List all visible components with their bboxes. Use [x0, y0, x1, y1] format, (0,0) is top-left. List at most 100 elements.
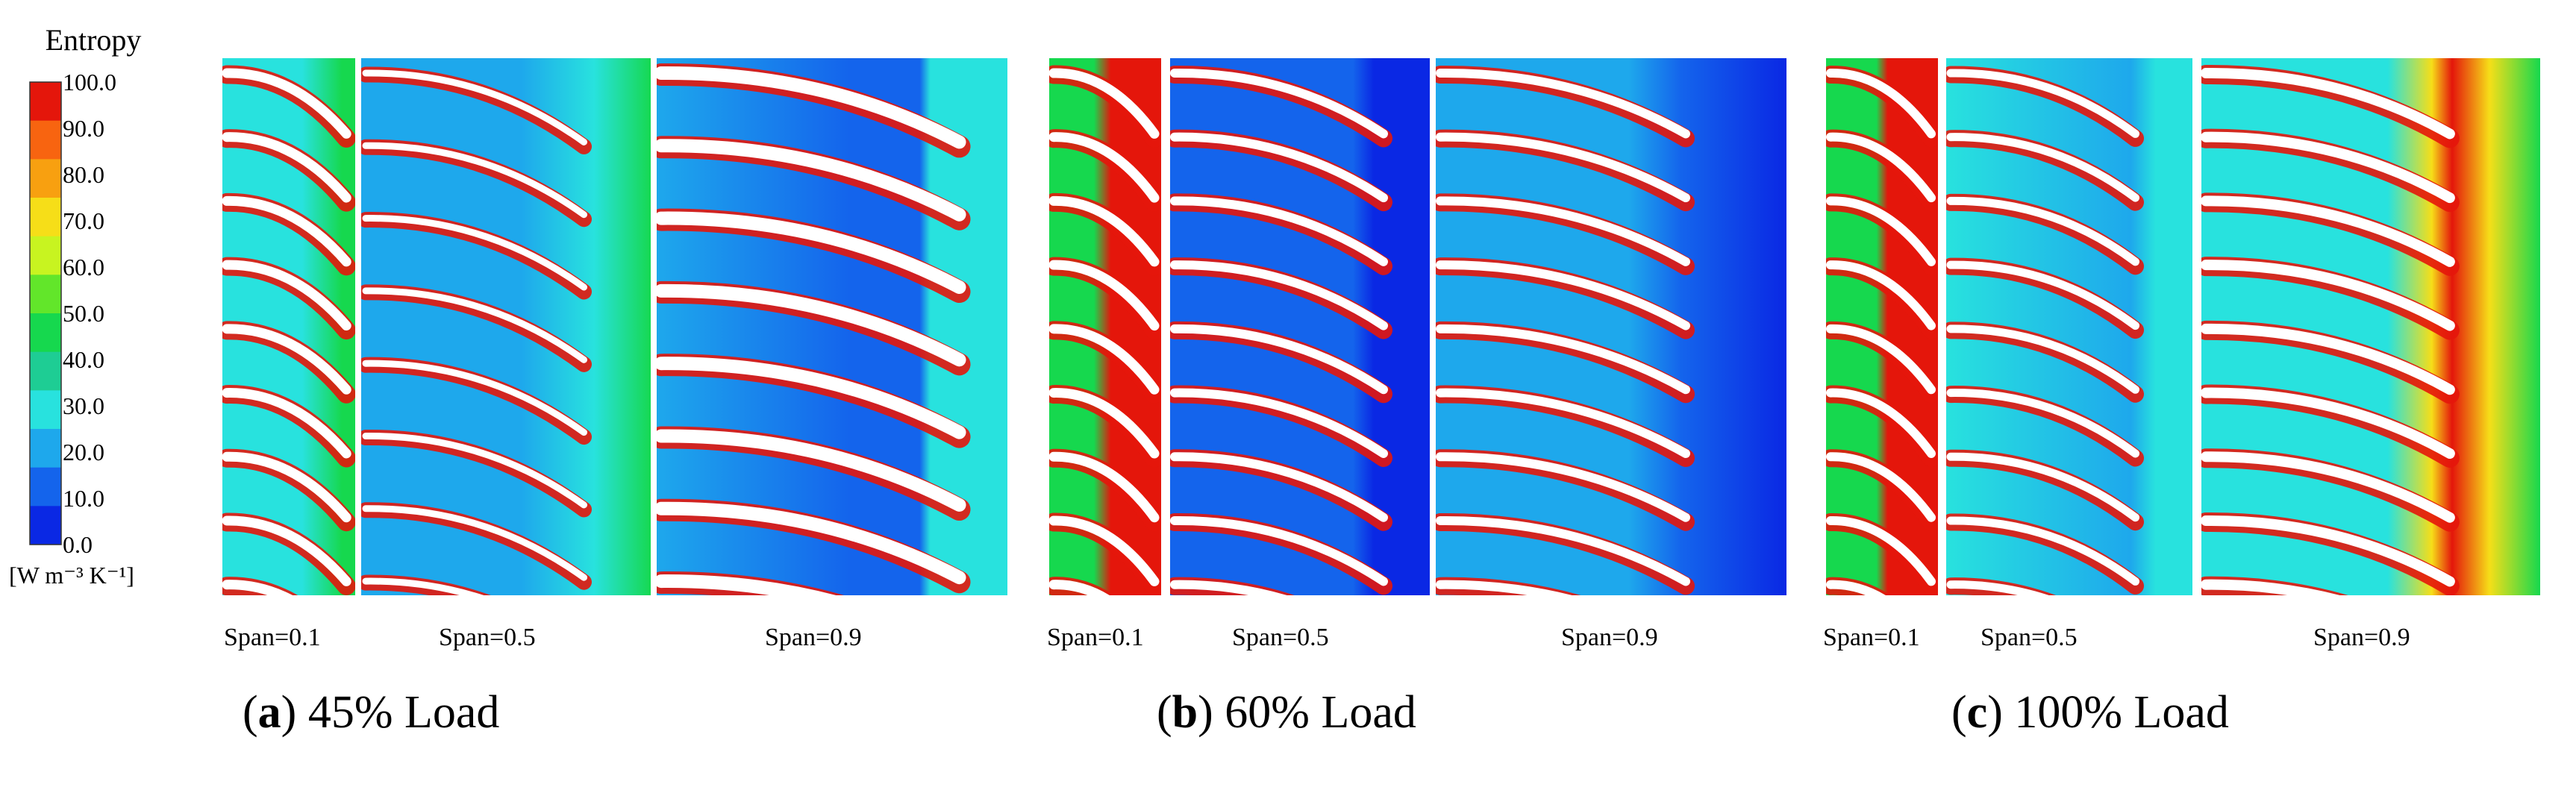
- contour-plot-b3: [1436, 58, 1786, 709]
- blade: [1946, 324, 2139, 394]
- blade: [1436, 452, 1690, 522]
- blade: [1946, 260, 2139, 330]
- blade: [1054, 648, 1154, 709]
- blade: [2201, 67, 2455, 139]
- blade: [1436, 132, 1690, 203]
- colorbar-swatch: [30, 351, 61, 391]
- blade: [657, 66, 966, 149]
- colorbar-tick-label: 10.0: [63, 485, 104, 512]
- blade: [1049, 195, 1160, 267]
- blade: [1826, 324, 1936, 395]
- blade-wake: [1054, 650, 1154, 713]
- blade: [1826, 260, 1936, 330]
- blade: [222, 515, 351, 586]
- blade: [1826, 196, 1936, 266]
- blade: [1170, 196, 1388, 266]
- blade: [2201, 131, 2455, 204]
- colorbar-tick-label: 40.0: [63, 346, 104, 373]
- blade: [1826, 132, 1936, 203]
- colorbar-tick-label: 90.0: [63, 115, 104, 142]
- blade: [2201, 387, 2455, 459]
- blade: [1436, 388, 1690, 458]
- colorbar-tick-label: 100.0: [63, 69, 116, 95]
- blade-wake: [661, 655, 960, 727]
- blade: [1946, 452, 2139, 522]
- blade: [2201, 323, 2455, 395]
- colorbar-swatch: [30, 429, 61, 468]
- blade: [222, 324, 351, 395]
- blade: [362, 505, 587, 581]
- caption-c-text: 100% Load: [2014, 687, 2229, 738]
- blade: [362, 577, 484, 595]
- blade: [1049, 451, 1160, 523]
- blade: [1170, 324, 1388, 395]
- blade: [2206, 648, 2450, 709]
- blade: [1170, 260, 1388, 330]
- blade: [657, 211, 966, 295]
- contour-plot-c2: [1946, 58, 2192, 595]
- caption-b: (b) 60% Load: [1157, 687, 1416, 738]
- contour-plot-b2: [1170, 58, 1431, 595]
- blade: [222, 451, 351, 523]
- colorbar-swatch: [30, 82, 61, 122]
- blade: [1170, 452, 1388, 522]
- blade: [2201, 195, 2455, 267]
- blade: [1946, 580, 2049, 595]
- colorbar-tick-label: 80.0: [63, 161, 104, 188]
- plot-separator: [1161, 58, 1170, 595]
- blade: [1436, 68, 1690, 139]
- blade: [1826, 452, 1936, 522]
- span-label-c-1: Span=0.1: [1823, 624, 1920, 651]
- colorbar-tick-label: 50.0: [63, 300, 104, 327]
- blade: [1826, 388, 1936, 458]
- colorbar-tick-label: 60.0: [63, 254, 104, 280]
- blade: [362, 69, 587, 145]
- caption-c-letter: c: [1966, 687, 1988, 738]
- blade: [1049, 388, 1160, 459]
- colorbar-swatch: [30, 120, 61, 160]
- colorbar-swatch: [30, 467, 61, 507]
- blade: [222, 260, 351, 331]
- blade: [362, 215, 587, 291]
- plot-separator: [1938, 58, 1946, 595]
- blade: [1831, 648, 1931, 709]
- blade: [1170, 132, 1388, 203]
- colorbar: [29, 81, 62, 545]
- colorbar-swatch: [30, 313, 61, 353]
- plot-separator: [1430, 58, 1436, 595]
- blade: [1436, 580, 1572, 595]
- blade: [1440, 648, 1686, 709]
- blade: [1436, 515, 1690, 586]
- contour-plot-a3: [657, 58, 1007, 727]
- caption-c: (c) 100% Load: [1951, 687, 2229, 738]
- span-label-c-3: Span=0.9: [2313, 624, 2410, 651]
- blade: [1946, 133, 2139, 202]
- span-label-c-2: Span=0.5: [1981, 624, 2078, 651]
- blade: [1170, 68, 1388, 139]
- colorbar-tick-label: 0.0: [63, 531, 93, 558]
- blade: [1946, 196, 2139, 266]
- caption-a-letter: a: [257, 687, 281, 738]
- plot-separator: [2192, 58, 2201, 595]
- blade-wake: [2206, 650, 2450, 713]
- blade: [2201, 579, 2340, 595]
- blade: [1946, 516, 2139, 586]
- blade: [1170, 580, 1287, 595]
- blade: [1946, 69, 2139, 138]
- caption-a-text: 45% Load: [307, 687, 500, 738]
- blade: [1170, 388, 1388, 458]
- colorbar-swatch: [30, 236, 61, 275]
- blade: [1436, 260, 1690, 330]
- contour-plot-c3: [2201, 58, 2540, 713]
- blade: [1826, 580, 1886, 595]
- blade: [657, 574, 837, 595]
- plot-separator: [355, 58, 361, 595]
- blade: [362, 432, 587, 509]
- blade: [362, 360, 587, 436]
- colorbar-title: Entropy: [45, 23, 142, 57]
- blade: [661, 653, 960, 722]
- span-label-a-1: Span=0.1: [224, 624, 321, 651]
- blade: [222, 388, 351, 459]
- blade: [1436, 324, 1690, 395]
